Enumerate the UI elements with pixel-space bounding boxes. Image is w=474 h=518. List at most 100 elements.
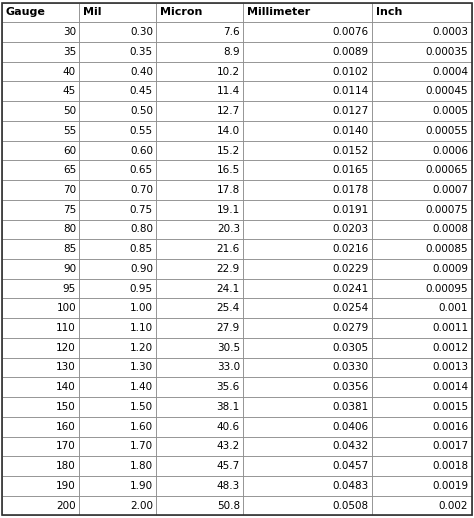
Bar (243, 239, 372, 259)
Text: 0.0016: 0.0016 (432, 422, 468, 431)
Bar (79, 101, 156, 121)
Text: 0.0019: 0.0019 (432, 481, 468, 491)
Text: 0.0330: 0.0330 (333, 363, 369, 372)
Bar (79, 298, 156, 318)
Text: 0.00065: 0.00065 (426, 165, 468, 175)
Text: 0.00035: 0.00035 (426, 47, 468, 57)
Bar (156, 417, 243, 437)
Bar (372, 298, 472, 318)
Bar (372, 397, 472, 417)
Bar (2, 62, 79, 81)
Text: 0.0018: 0.0018 (432, 461, 468, 471)
Text: 11.4: 11.4 (217, 87, 240, 96)
Bar (372, 259, 472, 279)
Text: 0.0508: 0.0508 (333, 500, 369, 511)
Bar (243, 357, 372, 377)
Text: 0.00045: 0.00045 (426, 87, 468, 96)
Bar (372, 180, 472, 200)
Text: 0.0114: 0.0114 (333, 87, 369, 96)
Bar (243, 318, 372, 338)
Bar (372, 496, 472, 515)
Text: 0.0229: 0.0229 (333, 264, 369, 274)
Text: 25.4: 25.4 (217, 304, 240, 313)
Bar (79, 259, 156, 279)
Bar (2, 259, 79, 279)
Bar (2, 141, 79, 161)
Bar (156, 456, 243, 476)
Bar (243, 496, 372, 515)
Bar (372, 239, 472, 259)
Text: 24.1: 24.1 (217, 283, 240, 294)
Bar (156, 81, 243, 101)
Bar (2, 318, 79, 338)
Bar (243, 42, 372, 62)
Text: 0.001: 0.001 (439, 304, 468, 313)
Bar (79, 397, 156, 417)
Bar (2, 42, 79, 62)
Bar (2, 456, 79, 476)
Text: 0.00075: 0.00075 (426, 205, 468, 214)
Text: 0.0305: 0.0305 (333, 343, 369, 353)
Text: 45: 45 (63, 87, 76, 96)
Text: 140: 140 (56, 382, 76, 392)
Bar (2, 3, 79, 22)
Bar (372, 456, 472, 476)
Text: 1.00: 1.00 (130, 304, 153, 313)
Bar (2, 200, 79, 220)
Text: 0.0279: 0.0279 (333, 323, 369, 333)
Bar (79, 357, 156, 377)
Bar (156, 338, 243, 357)
Bar (2, 121, 79, 141)
Text: 0.00055: 0.00055 (426, 126, 468, 136)
Text: 0.65: 0.65 (130, 165, 153, 175)
Text: 0.0356: 0.0356 (333, 382, 369, 392)
Text: 1.50: 1.50 (130, 402, 153, 412)
Text: 1.70: 1.70 (130, 441, 153, 451)
Bar (156, 121, 243, 141)
Bar (243, 437, 372, 456)
Text: 0.0076: 0.0076 (333, 27, 369, 37)
Text: 0.0003: 0.0003 (432, 27, 468, 37)
Bar (79, 318, 156, 338)
Bar (2, 417, 79, 437)
Text: 30: 30 (63, 27, 76, 37)
Text: 0.0089: 0.0089 (333, 47, 369, 57)
Text: 0.0203: 0.0203 (333, 224, 369, 235)
Text: 0.75: 0.75 (130, 205, 153, 214)
Text: 0.0216: 0.0216 (333, 244, 369, 254)
Text: 0.0178: 0.0178 (333, 185, 369, 195)
Bar (156, 141, 243, 161)
Bar (372, 101, 472, 121)
Bar (372, 81, 472, 101)
Text: 2.00: 2.00 (130, 500, 153, 511)
Bar (2, 377, 79, 397)
Text: 0.60: 0.60 (130, 146, 153, 155)
Text: 1.10: 1.10 (130, 323, 153, 333)
Text: 10.2: 10.2 (217, 67, 240, 77)
Text: 0.0432: 0.0432 (333, 441, 369, 451)
Text: 0.0015: 0.0015 (432, 402, 468, 412)
Bar (156, 377, 243, 397)
Bar (243, 161, 372, 180)
Bar (156, 62, 243, 81)
Text: 190: 190 (56, 481, 76, 491)
Bar (2, 101, 79, 121)
Text: 0.0006: 0.0006 (432, 146, 468, 155)
Text: 1.80: 1.80 (130, 461, 153, 471)
Bar (2, 298, 79, 318)
Bar (79, 42, 156, 62)
Bar (243, 81, 372, 101)
Bar (2, 279, 79, 298)
Text: 0.0483: 0.0483 (333, 481, 369, 491)
Text: 15.2: 15.2 (217, 146, 240, 155)
Bar (156, 279, 243, 298)
Bar (372, 437, 472, 456)
Text: 1.30: 1.30 (130, 363, 153, 372)
Bar (243, 279, 372, 298)
Bar (243, 141, 372, 161)
Bar (243, 417, 372, 437)
Text: 0.00095: 0.00095 (426, 283, 468, 294)
Bar (156, 220, 243, 239)
Bar (243, 62, 372, 81)
Text: 120: 120 (56, 343, 76, 353)
